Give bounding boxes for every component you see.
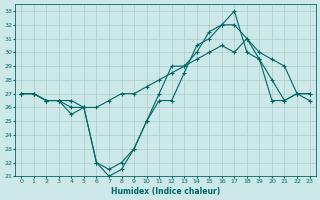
X-axis label: Humidex (Indice chaleur): Humidex (Indice chaleur): [111, 187, 220, 196]
